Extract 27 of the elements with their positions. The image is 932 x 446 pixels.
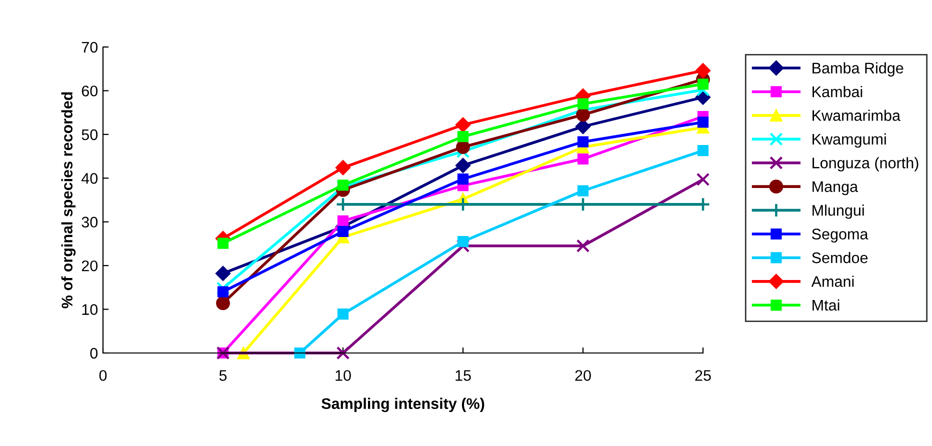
y-tick-label: 60	[82, 86, 98, 96]
y-tick-label: 0	[90, 348, 98, 359]
legend-label: Mlungui	[812, 204, 864, 219]
y-tick-label: 40	[82, 173, 98, 184]
y-tick-label: 50	[82, 129, 98, 140]
x-tick-label: 5	[219, 370, 227, 381]
y-axis-title: % of orginal species recorded	[61, 92, 76, 308]
x-tick-label: 20	[575, 370, 591, 381]
legend-label: Mtai	[812, 299, 840, 311]
legend-label: Manga	[812, 181, 858, 196]
x-tick-label: 15	[456, 370, 471, 381]
y-tick-label: 70	[82, 42, 98, 53]
legend-label: Kwamarimba	[812, 110, 900, 121]
legend-label: Semdoe	[812, 252, 868, 264]
legend-label: Kambai	[812, 86, 862, 98]
y-tick-label: 10	[82, 304, 98, 315]
x-tick-label: 0	[99, 370, 107, 381]
legend-label: Longuza (north)	[812, 157, 918, 172]
x-tick-label: 10	[336, 370, 351, 381]
legend-label: Kwamgumi	[812, 133, 886, 148]
legend-label: Amani	[811, 276, 854, 287]
y-tick-label: 20	[82, 260, 98, 272]
legend-label: Segoma	[812, 228, 868, 243]
x-tick-label: 25	[695, 370, 711, 381]
x-axis-title: Sampling intensity (%)	[322, 398, 484, 412]
legend-label: Bamba Ridge	[812, 62, 904, 77]
y-tick-label: 30	[82, 216, 98, 228]
